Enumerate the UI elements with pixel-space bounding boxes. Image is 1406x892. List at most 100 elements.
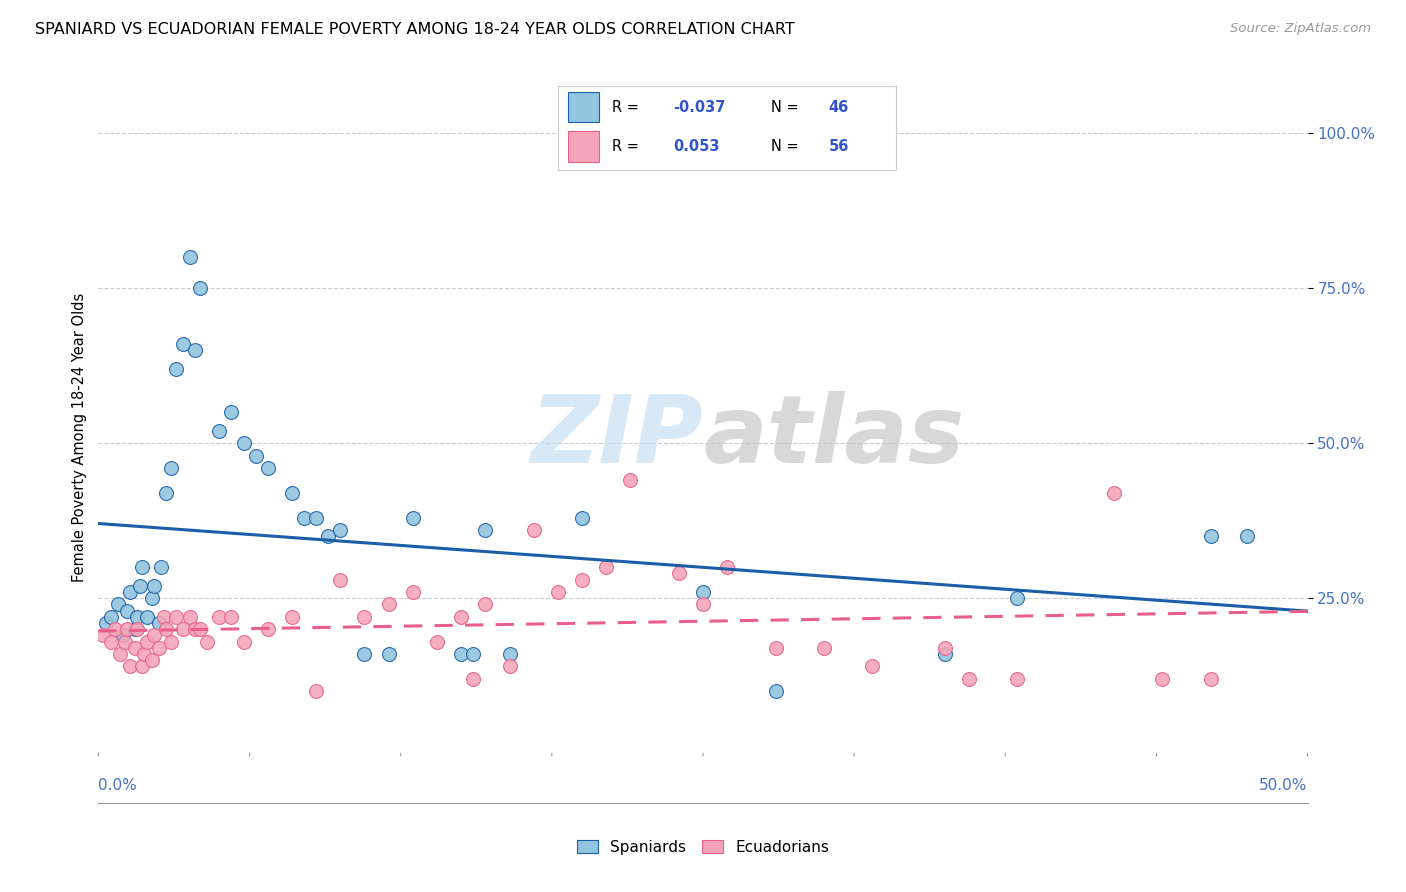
Point bbox=[165, 610, 187, 624]
Point bbox=[134, 647, 156, 661]
Point bbox=[934, 640, 956, 655]
Point bbox=[1007, 591, 1029, 606]
Point bbox=[450, 647, 472, 661]
Point bbox=[124, 622, 146, 636]
Point bbox=[208, 610, 231, 624]
Point bbox=[100, 610, 122, 624]
Point bbox=[692, 598, 714, 612]
Point bbox=[463, 672, 485, 686]
Point bbox=[165, 362, 187, 376]
Point bbox=[571, 510, 593, 524]
Point bbox=[135, 634, 157, 648]
Point bbox=[232, 634, 254, 648]
Point bbox=[127, 610, 149, 624]
Text: 0.0%: 0.0% bbox=[98, 778, 138, 793]
Point bbox=[450, 610, 472, 624]
Point bbox=[131, 560, 153, 574]
Point bbox=[692, 585, 714, 599]
Point bbox=[498, 647, 520, 661]
Point bbox=[474, 523, 496, 537]
Point bbox=[256, 461, 278, 475]
Point bbox=[155, 622, 177, 636]
Point bbox=[281, 610, 304, 624]
Point bbox=[402, 585, 425, 599]
Point bbox=[571, 573, 593, 587]
Point bbox=[152, 610, 174, 624]
Point bbox=[143, 579, 166, 593]
Point bbox=[131, 659, 153, 673]
Point bbox=[104, 622, 127, 636]
Point bbox=[1199, 672, 1222, 686]
Point bbox=[135, 610, 157, 624]
Point bbox=[329, 523, 352, 537]
Point bbox=[292, 510, 315, 524]
Text: ZIP: ZIP bbox=[530, 391, 703, 483]
Point bbox=[117, 604, 139, 618]
Point bbox=[179, 610, 201, 624]
Point bbox=[402, 510, 425, 524]
Point bbox=[377, 647, 399, 661]
Point bbox=[184, 622, 207, 636]
Point bbox=[426, 634, 449, 648]
Point bbox=[547, 585, 569, 599]
Point bbox=[957, 672, 980, 686]
Point bbox=[91, 628, 114, 642]
Point bbox=[188, 281, 211, 295]
Point bbox=[118, 585, 141, 599]
Point bbox=[498, 659, 520, 673]
Text: 50.0%: 50.0% bbox=[1260, 778, 1308, 793]
Point bbox=[813, 640, 835, 655]
Point bbox=[184, 343, 207, 358]
Point bbox=[329, 573, 352, 587]
Point bbox=[353, 647, 375, 661]
Point bbox=[1236, 529, 1258, 543]
Point bbox=[141, 591, 163, 606]
Point bbox=[117, 622, 139, 636]
Point bbox=[716, 560, 738, 574]
Point bbox=[94, 615, 117, 630]
Point bbox=[463, 647, 485, 661]
Point bbox=[860, 659, 883, 673]
Text: SPANIARD VS ECUADORIAN FEMALE POVERTY AMONG 18-24 YEAR OLDS CORRELATION CHART: SPANIARD VS ECUADORIAN FEMALE POVERTY AM… bbox=[35, 22, 794, 37]
Point bbox=[316, 529, 339, 543]
Point bbox=[353, 610, 375, 624]
Point bbox=[160, 461, 183, 475]
Point bbox=[934, 647, 956, 661]
Point bbox=[765, 684, 787, 698]
Point bbox=[245, 449, 267, 463]
Point bbox=[108, 647, 131, 661]
Point bbox=[127, 622, 149, 636]
Point bbox=[128, 579, 150, 593]
Point bbox=[305, 684, 328, 698]
Point bbox=[150, 560, 173, 574]
Point bbox=[232, 436, 254, 450]
Point bbox=[595, 560, 617, 574]
Legend: Spaniards, Ecuadorians: Spaniards, Ecuadorians bbox=[571, 834, 835, 861]
Point bbox=[256, 622, 278, 636]
Point bbox=[1199, 529, 1222, 543]
Point bbox=[111, 628, 134, 642]
Point bbox=[619, 474, 641, 488]
Text: Source: ZipAtlas.com: Source: ZipAtlas.com bbox=[1230, 22, 1371, 36]
Point bbox=[118, 659, 141, 673]
Point bbox=[377, 598, 399, 612]
Point bbox=[1152, 672, 1174, 686]
Point bbox=[160, 634, 183, 648]
Point bbox=[195, 634, 218, 648]
Y-axis label: Female Poverty Among 18-24 Year Olds: Female Poverty Among 18-24 Year Olds bbox=[72, 293, 87, 582]
Point bbox=[221, 610, 243, 624]
Point bbox=[305, 510, 328, 524]
Point bbox=[523, 523, 546, 537]
Text: atlas: atlas bbox=[703, 391, 965, 483]
Point bbox=[188, 622, 211, 636]
Point bbox=[148, 640, 170, 655]
Point bbox=[172, 337, 194, 351]
Point bbox=[100, 634, 122, 648]
Point bbox=[668, 566, 690, 581]
Point bbox=[474, 598, 496, 612]
Point bbox=[1007, 672, 1029, 686]
Point bbox=[141, 653, 163, 667]
Point bbox=[221, 405, 243, 419]
Point bbox=[114, 634, 136, 648]
Point bbox=[1102, 486, 1125, 500]
